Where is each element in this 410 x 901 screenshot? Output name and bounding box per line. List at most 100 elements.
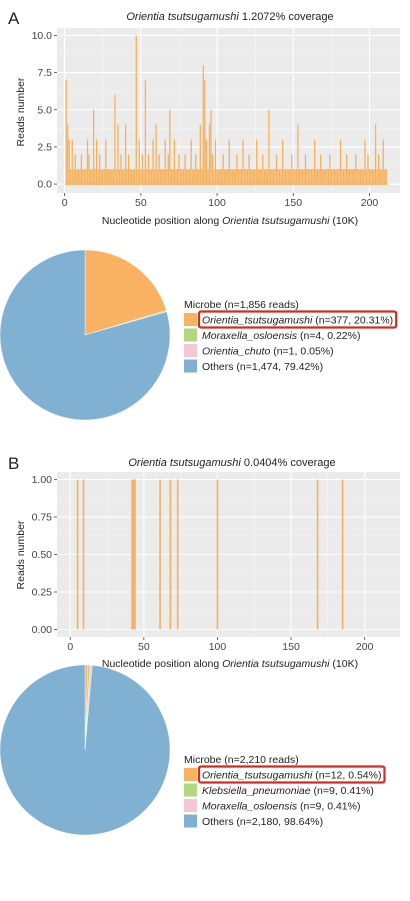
legend-species: Moraxella_osloensis	[202, 330, 298, 342]
legend-title: Microbe (n=1,856 reads)	[184, 299, 299, 311]
coverage-bar	[382, 139, 384, 185]
legend-stat: (n=9, 0.41%)	[311, 785, 374, 797]
coverage-bar	[278, 169, 281, 185]
coverage-bar	[307, 169, 310, 185]
coverage-bar	[91, 169, 93, 185]
coverage-bar	[321, 169, 323, 185]
coverage-bar	[236, 154, 238, 185]
coverage-bar	[195, 154, 197, 185]
coverage-bar	[285, 169, 287, 185]
coverage-bar	[105, 139, 107, 185]
coverage-bar	[246, 169, 249, 185]
xlabel-prefix: Nucleotide position along	[102, 215, 222, 227]
legend-stat: (n=9, 0.41%)	[297, 801, 360, 813]
coverage-bar	[298, 169, 301, 185]
legend-title: Microbe (n=2,210 reads)	[184, 754, 299, 766]
coverage-bar	[315, 169, 317, 185]
coverage-bar	[73, 169, 75, 185]
coverage-bar	[160, 169, 162, 185]
coverage-bar	[359, 169, 362, 185]
coverage-bar	[134, 479, 136, 630]
coverage-bar	[231, 169, 233, 185]
coverage-bar	[144, 80, 147, 185]
title-species: Orientia tsutsugamushi	[126, 11, 239, 23]
coverage-bar	[132, 479, 135, 630]
coverage-bar	[349, 169, 351, 185]
coverage-bar	[169, 109, 171, 185]
coverage-bar	[129, 169, 131, 185]
coverage-bar	[271, 169, 273, 185]
coverage-bar	[260, 169, 262, 185]
coverage-bar	[167, 154, 169, 185]
coverage-bar	[159, 479, 161, 630]
coverage-bar	[269, 169, 272, 185]
legend-species: Moraxella_osloensis	[202, 801, 298, 813]
coverage-bar	[365, 169, 368, 185]
coverage-bar	[358, 169, 360, 185]
coverage-bar	[71, 139, 73, 185]
coverage-bar	[135, 35, 137, 185]
coverage-bar	[79, 169, 81, 185]
coverage-bar	[283, 169, 285, 185]
coverage-bar	[143, 169, 145, 185]
coverage-bar	[272, 169, 275, 185]
x-axis-label: Nucleotide position along Orientia tsuts…	[102, 215, 358, 227]
coverage-bar	[216, 479, 219, 630]
coverage-bar	[204, 80, 206, 185]
coverage-bar	[152, 139, 154, 185]
coverage-bar	[80, 154, 83, 185]
coverage-bar	[329, 154, 331, 185]
y-tick-label: 0.50	[32, 549, 53, 561]
y-tick-label: 5.0	[37, 104, 52, 116]
coverage-bar	[310, 169, 313, 185]
coverage-bar	[338, 169, 340, 185]
coverage-bar	[266, 169, 269, 185]
coverage-bar	[384, 169, 386, 185]
coverage-bar	[192, 169, 194, 185]
coverage-bar	[324, 169, 326, 185]
legend-swatch	[184, 328, 197, 342]
legend-stat: (n=377, 20.31%)	[312, 315, 393, 327]
coverage-bar	[210, 109, 212, 185]
xlabel-prefix: Nucleotide position along	[102, 658, 222, 670]
coverage-bar	[117, 124, 119, 185]
coverage-bar	[124, 124, 127, 185]
coverage-bar	[303, 169, 305, 185]
coverage-bar	[166, 169, 168, 185]
coverage-bar	[187, 169, 189, 185]
coverage-bar	[173, 139, 176, 185]
coverage-bar	[265, 169, 267, 185]
coverage-bar	[248, 154, 250, 185]
coverage-bar	[193, 169, 195, 185]
coverage-bar	[350, 169, 352, 185]
highlight-box	[197, 765, 386, 784]
coverage-bar	[127, 154, 130, 185]
coverage-bar	[355, 154, 357, 185]
coverage-bar	[300, 169, 302, 185]
coverage-bar	[185, 169, 188, 185]
coverage-bar	[339, 139, 342, 185]
coverage-bar	[114, 94, 116, 185]
coverage-bar	[361, 169, 363, 185]
coverage-bar	[150, 169, 153, 185]
coverage-bar	[199, 124, 201, 185]
coverage-bar	[164, 139, 166, 185]
coverage-bar	[242, 139, 244, 185]
legend-stat: (n=1,474, 79.42%)	[234, 361, 324, 373]
coverage-bar	[344, 169, 346, 185]
legend-swatch	[184, 799, 197, 812]
coverage-bar	[262, 154, 264, 185]
coverage-bar	[341, 479, 344, 630]
coverage-bar	[253, 169, 255, 185]
legend-others: Others	[202, 361, 234, 373]
coverage-bar	[378, 154, 380, 185]
coverage-bar	[131, 169, 133, 185]
legend-entry: Orientia_tsutsugamushi (n=12, 0.54%)	[202, 770, 381, 782]
coverage-bar	[291, 154, 293, 185]
coverage-bar	[332, 169, 334, 185]
legend-swatch	[184, 768, 197, 781]
legend-entry: Orientia_tsutsugamushi (n=377, 20.31%)	[202, 315, 393, 327]
legend-entry: Others (n=1,474, 79.42%)	[202, 361, 323, 373]
coverage-bar	[82, 169, 84, 185]
